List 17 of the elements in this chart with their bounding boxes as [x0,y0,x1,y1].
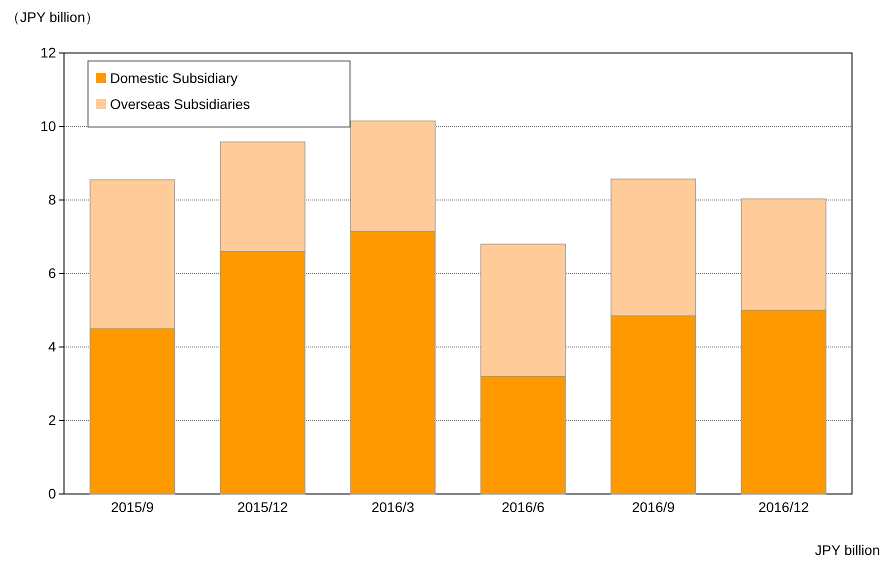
x-tick-label: 2016/9 [632,498,675,515]
legend-label: Overseas Subsidiaries [110,96,250,112]
text: JPY billion [814,542,880,558]
y-tick-label: 8 [48,191,56,208]
y-tick-label: 10 [40,118,56,134]
x-tick-label: 2015/9 [110,498,154,515]
x-tick-label: 2016/3 [371,498,414,515]
x-tick-label: 2015/12 [237,498,288,515]
x-tick-label: 2016/12 [758,498,810,515]
y-tick-label: 4 [48,338,56,354]
y-axis-title: （JPY billion） [6,9,100,25]
legend-label: Domestic Subsidiary [110,70,238,86]
x-tick-label: 2016/6 [502,498,545,515]
y-tick-label: 2 [48,412,56,428]
y-tick-label: 12 [40,44,56,60]
y-tick-label: 6 [48,264,56,281]
y-tick-label: 0 [48,485,56,502]
